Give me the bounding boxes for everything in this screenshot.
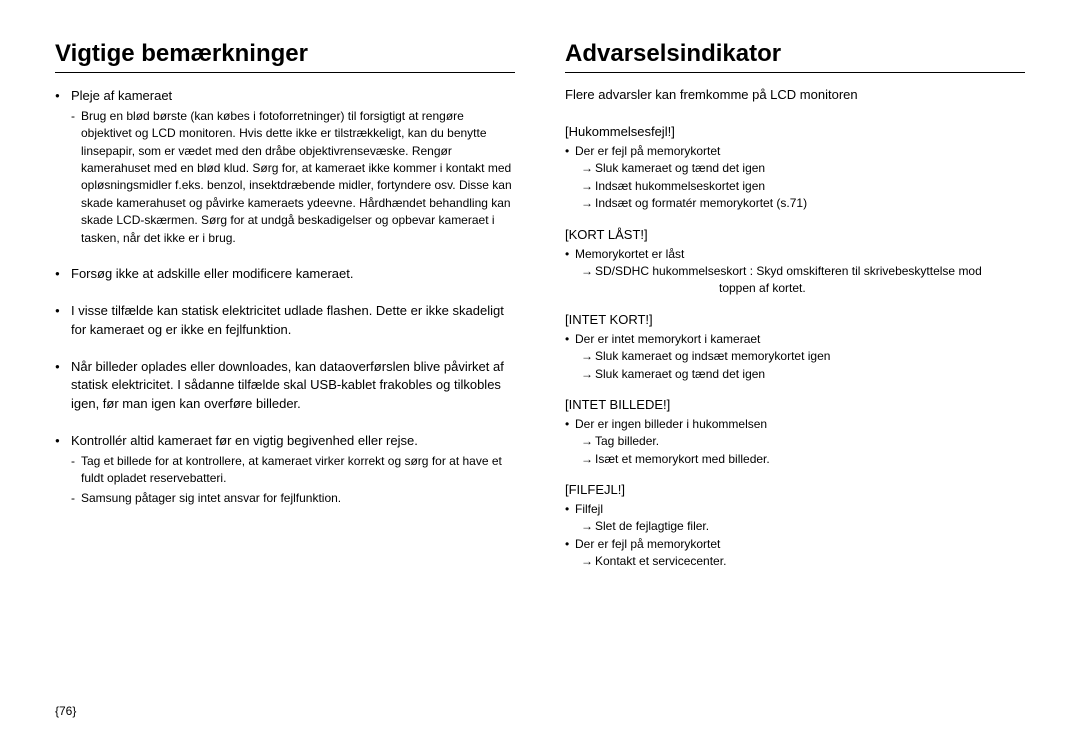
w1-title: [Hukommelsesfejl!]: [565, 124, 1025, 139]
w1-a3: Indsæt og formatér memorykortet (s.71): [565, 195, 1025, 212]
bullet-static-flash: I visse tilfælde kan statisk elektricite…: [55, 302, 515, 340]
w4-title: [INTET BILLEDE!]: [565, 397, 1025, 412]
w5-b2: Der er fejl på memorykortet: [565, 536, 1025, 553]
left-column: Vigtige bemærkninger Pleje af kameraet B…: [55, 40, 515, 571]
w4-b1: Der er ingen billeder i hukommelsen: [565, 416, 1025, 433]
w1-a2: Indsæt hukommelseskortet igen: [565, 178, 1025, 195]
page-content: Vigtige bemærkninger Pleje af kameraet B…: [55, 40, 1025, 571]
w5-a2: Kontakt et servicecenter.: [565, 553, 1025, 570]
right-intro: Flere advarsler kan fremkomme på LCD mon…: [565, 87, 1025, 102]
w3-b1: Der er intet memorykort i kameraet: [565, 331, 1025, 348]
bullet-check-event-title: Kontrollér altid kameraet før en vigtig …: [71, 433, 418, 448]
w3-a1: Sluk kameraet og indsæt memorykortet ige…: [565, 348, 1025, 365]
right-heading: Advarselsindikator: [565, 40, 1025, 73]
w2-b1: Memorykortet er låst: [565, 246, 1025, 263]
page-number: {76}: [55, 704, 76, 718]
w5-a1: Slet de fejlagtige filer.: [565, 518, 1025, 535]
w5-b1: Filfejl: [565, 501, 1025, 518]
left-heading: Vigtige bemærkninger: [55, 40, 515, 73]
w2-a1: SD/SDHC hukommelseskort : Skyd omskifter…: [565, 263, 1025, 280]
bullet-check-sub1: Tag et billede for at kontrollere, at ka…: [71, 453, 515, 488]
w1-a1: Sluk kameraet og tænd det igen: [565, 160, 1025, 177]
bullet-static-usb: Når billeder oplades eller downloades, k…: [55, 358, 515, 415]
bullet-care: Pleje af kameraet Brug en blød børste (k…: [55, 87, 515, 247]
bullet-care-sub1: Brug en blød børste (kan købes i fotofor…: [71, 108, 515, 247]
w2-a1c: toppen af kortet.: [565, 280, 1025, 297]
right-column: Advarselsindikator Flere advarsler kan f…: [565, 40, 1025, 571]
bullet-check-event: Kontrollér altid kameraet før en vigtig …: [55, 432, 515, 507]
w4-a2: Isæt et memorykort med billeder.: [565, 451, 1025, 468]
bullet-check-sub2: Samsung påtager sig intet ansvar for fej…: [71, 490, 515, 507]
bullet-care-title: Pleje af kameraet: [71, 88, 172, 103]
w2-title: [KORT LÅST!]: [565, 227, 1025, 242]
w1-b1: Der er fejl på memorykortet: [565, 143, 1025, 160]
w5-title: [FILFEJL!]: [565, 482, 1025, 497]
w4-a1: Tag billeder.: [565, 433, 1025, 450]
bullet-disassemble: Forsøg ikke at adskille eller modificere…: [55, 265, 515, 284]
w3-title: [INTET KORT!]: [565, 312, 1025, 327]
w3-a2: Sluk kameraet og tænd det igen: [565, 366, 1025, 383]
